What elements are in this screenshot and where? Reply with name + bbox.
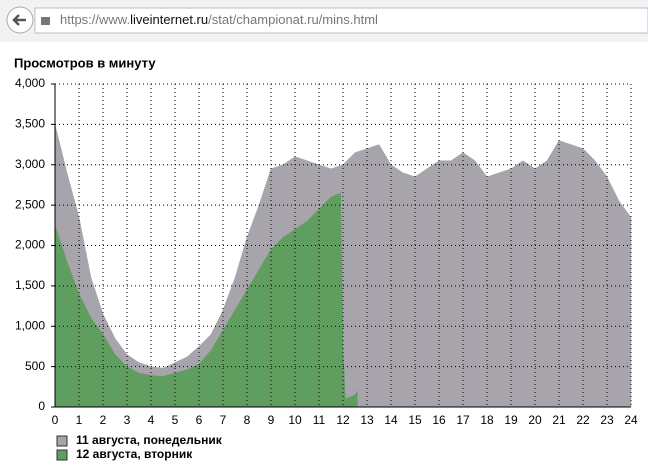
x-tick-label: 4 [148,413,155,427]
x-tick-label: 11 [313,413,326,427]
x-tick-label: 14 [384,413,398,427]
x-tick-label: 24 [624,413,638,427]
url-part: liveinternet.ru [130,12,208,27]
y-tick-label: 1,000 [15,318,45,332]
url-part: https://www. [60,12,130,27]
x-tick-label: 12 [336,413,350,427]
url: https://www.liveinternet.ru/stat/champio… [60,12,378,27]
legend-swatch [56,449,68,461]
y-tick-label: 2,000 [15,238,45,252]
back-arrow [12,14,26,26]
x-tick-label: 5 [172,413,179,427]
legend-swatch [56,435,68,447]
y-tick-label: 3,500 [15,117,45,131]
x-tick-label: 15 [408,413,422,427]
legend-label: 11 августа, понедельник [76,433,223,447]
x-tick-label: 22 [576,413,590,427]
x-tick-label: 2 [100,413,107,427]
y-tick-label: 1,500 [15,278,45,292]
x-tick-label: 13 [360,413,374,427]
y-tick-label: 2,500 [15,197,45,211]
x-tick-label: 23 [600,413,614,427]
address-bar[interactable] [34,7,648,34]
x-tick-label: 7 [220,413,227,427]
x-tick-label: 9 [268,413,275,427]
y-tick-label: 500 [25,359,45,373]
y-tick-label: 3,000 [15,157,45,171]
x-tick-label: 3 [124,413,131,427]
lock-icon [41,17,50,25]
url-part: /stat/championat.ru/mins.html [208,12,378,27]
x-tick-label: 0 [52,413,59,427]
x-tick-label: 18 [480,413,494,427]
x-tick-label: 20 [528,413,542,427]
x-tick-label: 17 [456,413,470,427]
x-tick-label: 21 [552,413,566,427]
x-tick-label: 6 [196,413,203,427]
x-tick-label: 10 [288,413,302,427]
x-tick-label: 8 [244,413,251,427]
y-tick-label: 4,000 [15,76,45,90]
x-tick-label: 19 [504,413,518,427]
x-tick-label: 1 [76,413,83,427]
legend-label: 12 августа, вторник [76,447,193,461]
chart-title: Просмотров в минуту [14,55,156,70]
area [54,192,358,408]
y-tick-label: 0 [38,399,45,413]
x-tick-label: 16 [432,413,446,427]
